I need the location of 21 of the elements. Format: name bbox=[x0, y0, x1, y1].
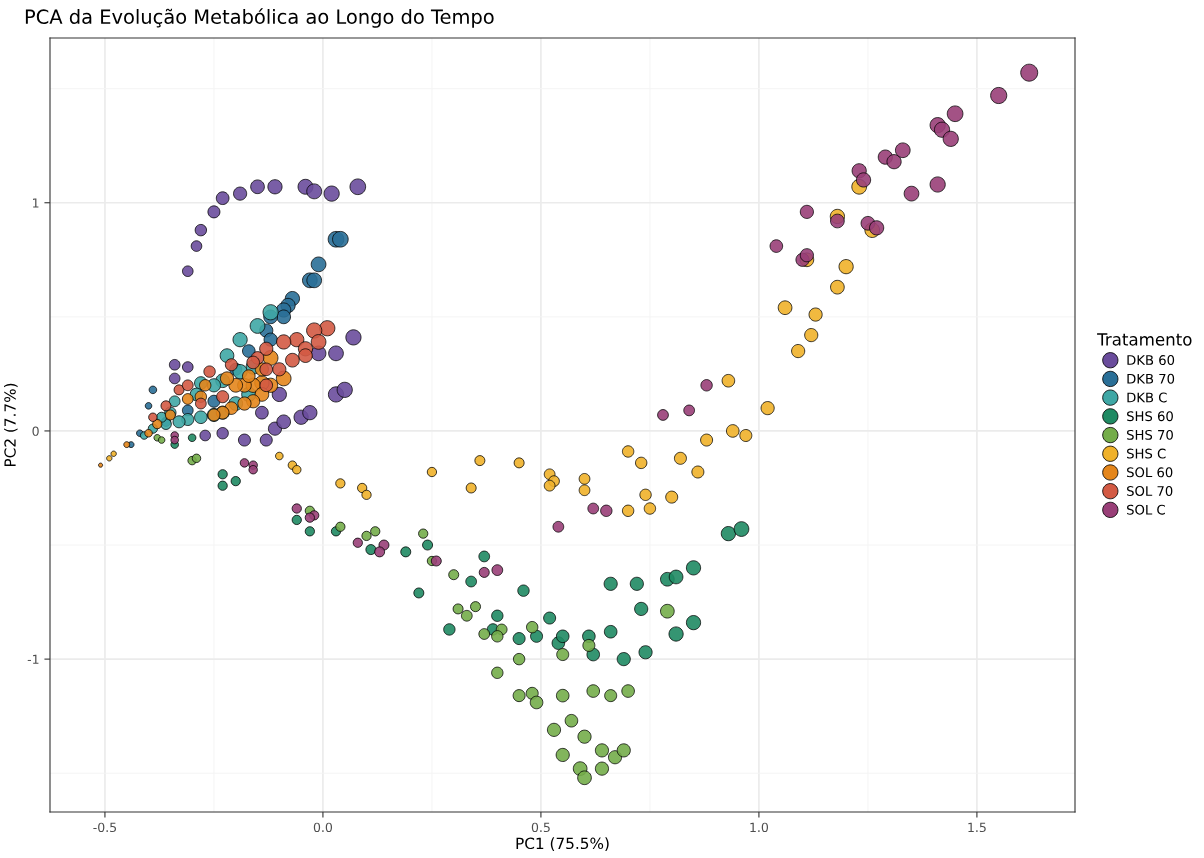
y-tick-label: 0 bbox=[32, 426, 39, 436]
legend-title: Tratamento bbox=[1097, 333, 1192, 346]
chart-title: PCA da Evolução Metabólica ao Longo do Tempo bbox=[25, 8, 494, 28]
legend-label: DKB C bbox=[1127, 392, 1167, 403]
legend-label: SOL 60 bbox=[1127, 467, 1173, 478]
legend-label: SOL C bbox=[1127, 504, 1165, 515]
legend-label: SHS 60 bbox=[1127, 411, 1173, 422]
y-axis-title: PC2 (7.7%) bbox=[4, 383, 18, 467]
legend-label: DKB 60 bbox=[1127, 355, 1175, 366]
x-tick-label: 1.5 bbox=[968, 822, 986, 833]
legend-label: SHS 70 bbox=[1127, 429, 1173, 440]
y-tick-label: 1 bbox=[33, 198, 39, 208]
legend-label: SOL 70 bbox=[1127, 486, 1173, 496]
legend-label: DKB 70 bbox=[1127, 373, 1175, 384]
x-tick-label: 0.5 bbox=[531, 822, 550, 833]
x-tick-label: -0.5 bbox=[93, 822, 117, 833]
legend-label: SHS C bbox=[1127, 448, 1166, 459]
y-tick-label: -1 bbox=[27, 654, 39, 664]
x-tick-label: 0.0 bbox=[313, 822, 333, 833]
x-tick-label: 1.0 bbox=[750, 822, 769, 833]
x-axis-title: PC1 (75.5%) bbox=[516, 837, 609, 851]
